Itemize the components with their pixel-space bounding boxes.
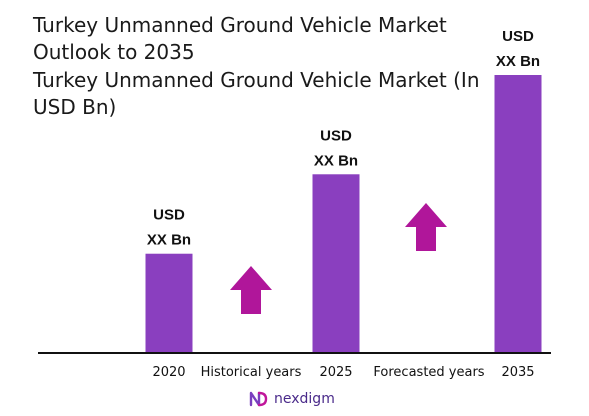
annotation-0: Historical years — [201, 365, 302, 380]
data-label-2035-0: USD — [502, 28, 534, 45]
bar-2035 — [494, 75, 542, 353]
bar-2025 — [312, 174, 360, 353]
data-label-2025-1: XX Bn — [314, 152, 358, 169]
nexdigm-logo-icon — [249, 391, 268, 407]
bar-2020 — [145, 253, 193, 353]
annotation-1: Forecasted years — [373, 365, 484, 380]
historical-growth-arrow-icon — [230, 266, 272, 314]
data-label-2025-0: USD — [320, 127, 352, 144]
data-label-2020-1: XX Bn — [147, 232, 191, 249]
logo-text: nexdigm — [274, 391, 335, 407]
forecast-growth-arrow-icon — [405, 203, 447, 251]
chart-subtitle: Turkey Unmanned Ground Vehicle Market (I… — [33, 68, 480, 119]
nexdigm-logo: nexdigm — [248, 389, 335, 409]
x-tick-label-2020: 2020 — [152, 365, 185, 380]
x-tick-label-2035: 2035 — [501, 365, 534, 380]
data-label-2035-1: XX Bn — [496, 53, 540, 70]
chart-title: Turkey Unmanned Ground Vehicle Market Ou… — [33, 13, 447, 64]
data-label-2020-0: USD — [153, 207, 185, 224]
x-tick-label-2025: 2025 — [319, 365, 352, 380]
